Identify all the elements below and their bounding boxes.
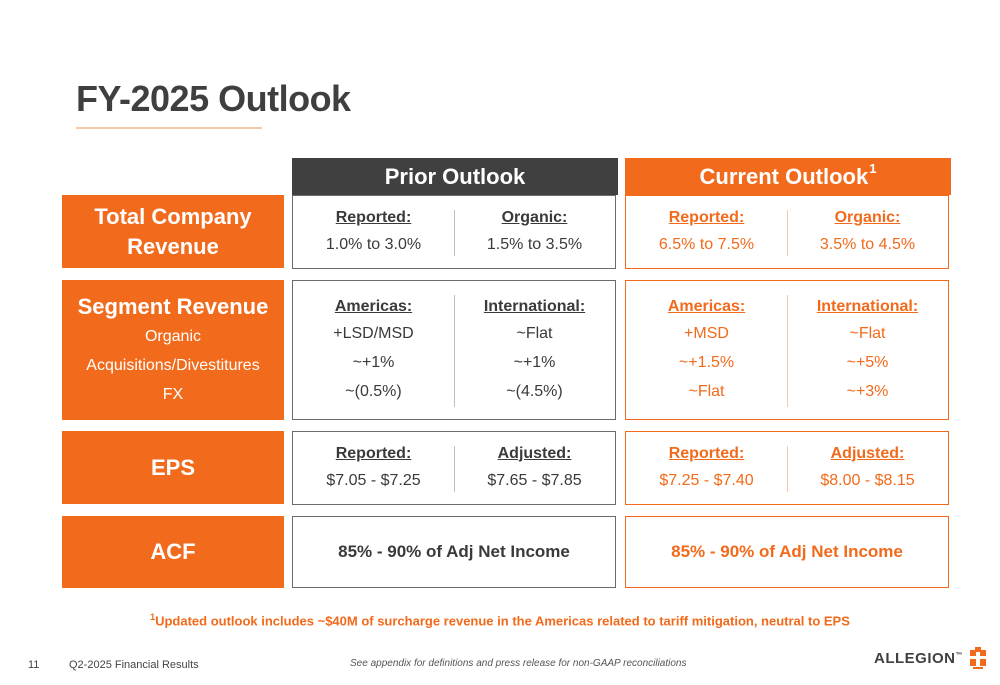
cell-value: ~+5% [846,353,889,371]
cell-heading: Americas: [334,297,413,315]
current-revenue-reported: Reported: 6.5% to 7.5% [626,196,787,268]
cell-heading: Reported: [335,208,412,226]
cell-value: +MSD [684,324,729,342]
cell-heading: Organic: [834,208,901,226]
cell-value: ~(0.5%) [345,382,402,400]
cell-value: +LSD/MSD [333,324,414,342]
current-outlook-footnote-marker: 1 [869,161,877,176]
cell-value: $7.65 - $7.85 [487,471,582,489]
prior-acf-box: 85% - 90% of Adj Net Income [292,516,616,588]
logo-text: ALLEGION [874,649,956,667]
cell-value: $7.05 - $7.25 [326,471,421,489]
title-underline [76,127,262,129]
prior-eps-box: Reported: $7.05 - $7.25 Adjusted: $7.65 … [292,431,616,505]
cell-heading: International: [816,297,919,315]
cell-heading: Organic: [501,208,568,226]
prior-revenue-reported: Reported: 1.0% to 3.0% [293,196,454,268]
footer-doc-title: Q2-2025 Financial Results [69,659,199,671]
current-eps-box: Reported: $7.25 - $7.40 Adjusted: $8.00 … [625,431,949,505]
cell-value: ~+1.5% [678,353,735,371]
row-label-total-company-revenue: Total Company Revenue [62,195,284,268]
cell-value: 1.5% to 3.5% [486,235,583,253]
prior-segment-americas: Americas: +LSD/MSD ~+1% ~(0.5%) [293,281,454,419]
page-title: FY-2025 Outlook [76,78,351,119]
prior-outlook-header: Prior Outlook [292,158,618,195]
cell-heading: International: [483,297,586,315]
row-label-text: EPS [150,454,196,480]
prior-outlook-header-label: Prior Outlook [384,163,526,189]
row-label-text: Total Company Revenue [94,203,252,259]
cell-heading: Adjusted: [830,444,905,462]
row-sublabel-fx: FX [162,385,184,403]
page-number: 11 [28,659,40,671]
current-acf-box: 85% - 90% of Adj Net Income [625,516,949,588]
prior-acf-value: 85% - 90% of Adj Net Income [338,542,570,561]
cell-value: $7.25 - $7.40 [659,471,754,489]
cell-value: ~Flat [849,324,886,342]
row-label-eps: EPS [62,431,284,504]
footnote: 1Updated outlook includes ~$40M of surch… [0,612,1000,628]
current-segment-box: Americas: +MSD ~+1.5% ~Flat Internationa… [625,280,949,420]
cell-heading: Reported: [668,444,745,462]
current-revenue-organic: Organic: 3.5% to 4.5% [787,196,948,268]
cell-heading: Adjusted: [497,444,572,462]
cell-value: ~Flat [688,382,725,400]
cell-heading: Reported: [335,444,412,462]
current-eps-reported: Reported: $7.25 - $7.40 [626,432,787,504]
prior-segment-box: Americas: +LSD/MSD ~+1% ~(0.5%) Internat… [292,280,616,420]
row-sublabel-acquisitions: Acquisitions/Divestitures [86,356,260,374]
divider [454,210,455,256]
divider [787,295,788,407]
prior-revenue-box: Reported: 1.0% to 3.0% Organic: 1.5% to … [292,195,616,269]
cell-value: $8.00 - $8.15 [820,471,915,489]
appendix-note: See appendix for definitions and press r… [350,658,687,669]
current-eps-adjusted: Adjusted: $8.00 - $8.15 [787,432,948,504]
prior-revenue-organic: Organic: 1.5% to 3.5% [454,196,615,268]
row-label-text: Segment Revenue [77,293,269,319]
logo-wordmark: ALLEGION™ [874,650,963,667]
divider [454,295,455,407]
allegion-logo-icon [970,647,986,669]
divider [787,446,788,492]
cell-value: 1.0% to 3.0% [325,235,422,253]
cell-value: ~Flat [516,324,553,342]
cell-value: ~(4.5%) [506,382,563,400]
row-label-segment-revenue: Segment Revenue Organic Acquisitions/Div… [62,280,284,420]
prior-eps-adjusted: Adjusted: $7.65 - $7.85 [454,432,615,504]
current-outlook-header-label: Current Outlook [699,163,869,189]
logo-trademark: ™ [955,651,963,659]
row-sublabel-organic: Organic [144,327,202,345]
footnote-marker: 1 [150,612,156,622]
current-outlook-header: Current Outlook 1 [625,158,951,195]
prior-segment-international: International: ~Flat ~+1% ~(4.5%) [454,281,615,419]
current-segment-americas: Americas: +MSD ~+1.5% ~Flat [626,281,787,419]
footnote-text: Updated outlook includes ~$40M of surcha… [155,613,850,629]
row-label-acf: ACF [62,516,284,588]
cell-value: ~+3% [846,382,889,400]
cell-value: ~+1% [513,353,556,371]
current-acf-value: 85% - 90% of Adj Net Income [671,542,903,561]
current-segment-international: International: ~Flat ~+5% ~+3% [787,281,948,419]
cell-heading: Americas: [667,297,746,315]
row-label-text: ACF [150,539,196,564]
cell-value: ~+1% [352,353,395,371]
cell-value: 3.5% to 4.5% [819,235,916,253]
prior-eps-reported: Reported: $7.05 - $7.25 [293,432,454,504]
divider [454,446,455,492]
divider [787,210,788,256]
cell-value: 6.5% to 7.5% [658,235,755,253]
allegion-logo: ALLEGION™ [874,646,989,670]
current-revenue-box: Reported: 6.5% to 7.5% Organic: 3.5% to … [625,195,949,269]
cell-heading: Reported: [668,208,745,226]
